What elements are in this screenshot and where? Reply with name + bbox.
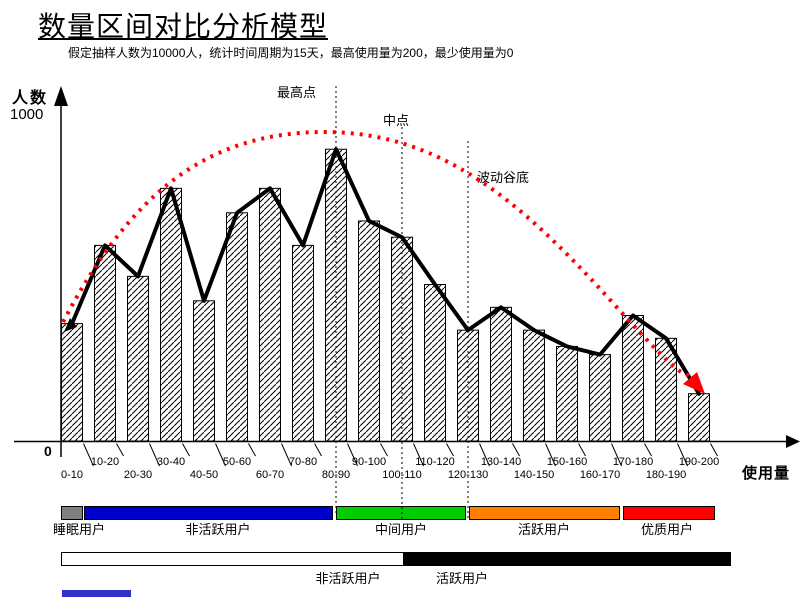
legend-user-segment-2	[336, 506, 466, 520]
x-tick-label: 180-190	[645, 469, 687, 481]
x-tick-label: 40-50	[189, 469, 219, 481]
x-tick-label: 20-30	[123, 469, 153, 481]
legend-user-label-4: 优质用户	[640, 522, 694, 537]
x-tick-label: 160-170	[579, 469, 621, 481]
annotation-peak: 最高点	[277, 85, 317, 100]
x-tick-label: 190-200	[678, 456, 720, 468]
x-tick-label: 10-20	[90, 456, 120, 468]
legend-activity-segment-1	[404, 552, 731, 566]
legend-user-segment-3	[469, 506, 620, 520]
legend-user-label-3: 活跃用户	[517, 522, 571, 537]
axis-origin-label: 0	[44, 443, 52, 459]
annotation-midpoint: 中点	[383, 113, 410, 128]
x-tick-label: 30-40	[156, 456, 186, 468]
legend-user-label-2: 中间用户	[374, 522, 428, 537]
legend-user-label-1: 非活跃用户	[185, 522, 251, 537]
x-tick-label: 130-140	[480, 456, 522, 468]
legend-activity-label-1: 活跃用户	[435, 571, 489, 586]
x-tick-label: 0-10	[60, 469, 84, 481]
x-tick-label: 140-150	[513, 469, 555, 481]
x-tick-label: 150-160	[546, 456, 588, 468]
legend-activity-segment-0	[61, 552, 404, 566]
x-axis-label: 使用量	[742, 465, 791, 482]
legend-user-segment-1	[84, 506, 333, 520]
legend-user-segment-4	[623, 506, 715, 520]
legend-activity-label-0: 非活跃用户	[315, 571, 381, 586]
x-tick-label: 110-120	[415, 456, 455, 468]
x-tick-label: 70-80	[288, 456, 318, 468]
y-axis-label: 人数	[12, 90, 49, 107]
subtitle: 假定抽样人数为10000人，统计时间周期为15天，最高使用量为200，最少使用量…	[68, 46, 514, 60]
x-tick-label: 50-60	[222, 456, 252, 468]
x-tick-label: 60-70	[255, 469, 285, 481]
footer-decoration-bar	[62, 590, 131, 597]
x-tick-label: 90-100	[351, 456, 387, 468]
x-tick-label: 170-180	[612, 456, 654, 468]
legend-user-segment-0	[61, 506, 83, 520]
page-title: 数量区间对比分析模型	[38, 11, 329, 42]
y-axis-max-value: 1000	[10, 106, 44, 123]
legend-user-label-0: 睡眠用户	[52, 522, 106, 537]
